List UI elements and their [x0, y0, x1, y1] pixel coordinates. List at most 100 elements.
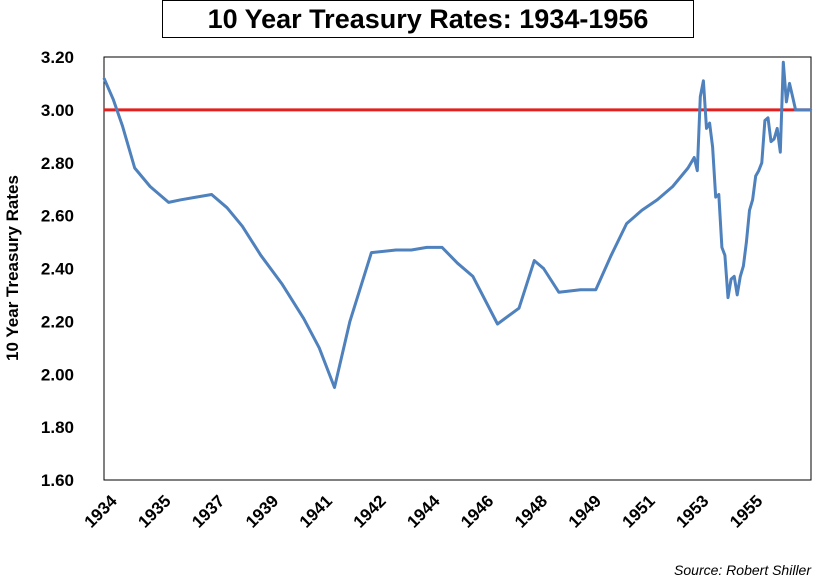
- data-point: [557, 291, 561, 294]
- x-axis-ticks: 1934 1935 1937 1939 1941 1942 1944 1946 1948 1949…: [81, 491, 767, 532]
- data-point: [754, 174, 757, 178]
- data-point: [714, 195, 717, 199]
- data-point: [776, 127, 779, 130]
- data-point: [121, 124, 124, 127]
- data-point: [809, 108, 813, 112]
- data-point: [699, 95, 702, 98]
- x-tick-label: 1941: [296, 491, 336, 531]
- data-point: [757, 169, 760, 172]
- data-point: [542, 267, 545, 270]
- data-point: [440, 246, 444, 249]
- data-point: [772, 137, 776, 141]
- x-tick-label: 1944: [403, 491, 444, 532]
- y-tick-label: 2.80: [41, 154, 74, 173]
- source-note: Source: Robert Shiller: [674, 562, 811, 578]
- data-point: [471, 275, 475, 278]
- data-point: [702, 79, 705, 83]
- data-point: [148, 185, 152, 188]
- data-point: [318, 346, 321, 349]
- data-point: [225, 206, 229, 209]
- x-tick-label: 1939: [242, 491, 282, 531]
- data-point: [745, 240, 748, 244]
- data-point: [717, 193, 720, 196]
- data-point: [394, 248, 398, 252]
- data-point: [779, 151, 782, 154]
- data-point: [456, 262, 459, 265]
- y-tick-label: 2.40: [41, 260, 74, 279]
- data-point: [496, 322, 499, 326]
- data-point: [782, 61, 785, 64]
- y-tick-label: 1.60: [41, 471, 74, 490]
- data-point: [579, 288, 582, 291]
- data-point: [696, 169, 699, 172]
- plot-area: [103, 56, 812, 481]
- data-point: [705, 127, 708, 130]
- data-point: [195, 195, 198, 199]
- data-point: [708, 121, 711, 125]
- data-point: [769, 140, 773, 143]
- data-point: [806, 108, 810, 112]
- data-point: [729, 277, 733, 281]
- data-point: [259, 254, 262, 257]
- data-point: [797, 108, 800, 112]
- data-point: [348, 320, 352, 323]
- data-point: [800, 108, 803, 112]
- data-point: [410, 248, 413, 252]
- x-tick-label: 1948: [511, 491, 551, 531]
- data-point: [102, 77, 106, 80]
- data-point: [517, 307, 521, 310]
- y-tick-label: 2.60: [41, 207, 74, 226]
- data-point: [281, 283, 284, 286]
- chart-title: 10 Year Treasury Rates: 1934-1956: [162, 0, 694, 38]
- x-tick-label: 1951: [619, 491, 659, 531]
- data-point: [766, 116, 770, 120]
- data-point: [711, 145, 714, 149]
- x-tick-label: 1934: [81, 491, 122, 532]
- data-point: [720, 246, 724, 249]
- series-points: [102, 61, 813, 389]
- data-point: [760, 161, 763, 164]
- x-tick-label: 1949: [565, 491, 605, 531]
- series-line-treasury-rate: [102, 60, 811, 389]
- data-point: [179, 198, 182, 201]
- x-tick-label: 1955: [726, 491, 766, 531]
- data-point: [791, 95, 794, 98]
- data-point: [788, 82, 791, 85]
- x-tick-label: 1946: [457, 491, 497, 531]
- data-point: [763, 119, 767, 122]
- data-point: [302, 317, 305, 320]
- data-point: [686, 166, 690, 170]
- data-point: [726, 296, 730, 299]
- data-point: [794, 108, 797, 112]
- data-point: [803, 108, 807, 112]
- data-point: [733, 275, 736, 278]
- data-point: [610, 254, 613, 257]
- y-axis-ticks: 3.20 3.00 2.80 2.60 2.40 2.20 2.00 1.80 1.60: [41, 48, 74, 490]
- data-point: [594, 288, 597, 291]
- data-point: [133, 166, 136, 170]
- y-tick-label: 3.20: [41, 48, 74, 67]
- data-point: [739, 275, 742, 278]
- data-point: [785, 100, 788, 104]
- y-tick-label: 1.80: [41, 418, 74, 437]
- data-point: [425, 246, 428, 249]
- data-point: [723, 254, 727, 257]
- data-point: [751, 198, 754, 201]
- data-point: [112, 98, 115, 101]
- y-tick-label: 2.20: [41, 312, 74, 331]
- x-tick-label: 1953: [672, 491, 712, 531]
- x-tick-label: 1942: [350, 491, 390, 531]
- data-point: [640, 209, 644, 212]
- data-point: [241, 225, 244, 228]
- data-point: [370, 251, 373, 254]
- y-tick-label: 2.00: [41, 365, 74, 384]
- x-tick-label: 1935: [134, 491, 174, 531]
- data-point: [656, 198, 659, 201]
- data-point: [625, 222, 628, 225]
- data-point: [693, 156, 696, 159]
- y-tick-label: 3.00: [41, 101, 74, 120]
- data-point: [167, 201, 170, 204]
- data-point: [742, 264, 745, 268]
- data-point: [210, 193, 213, 196]
